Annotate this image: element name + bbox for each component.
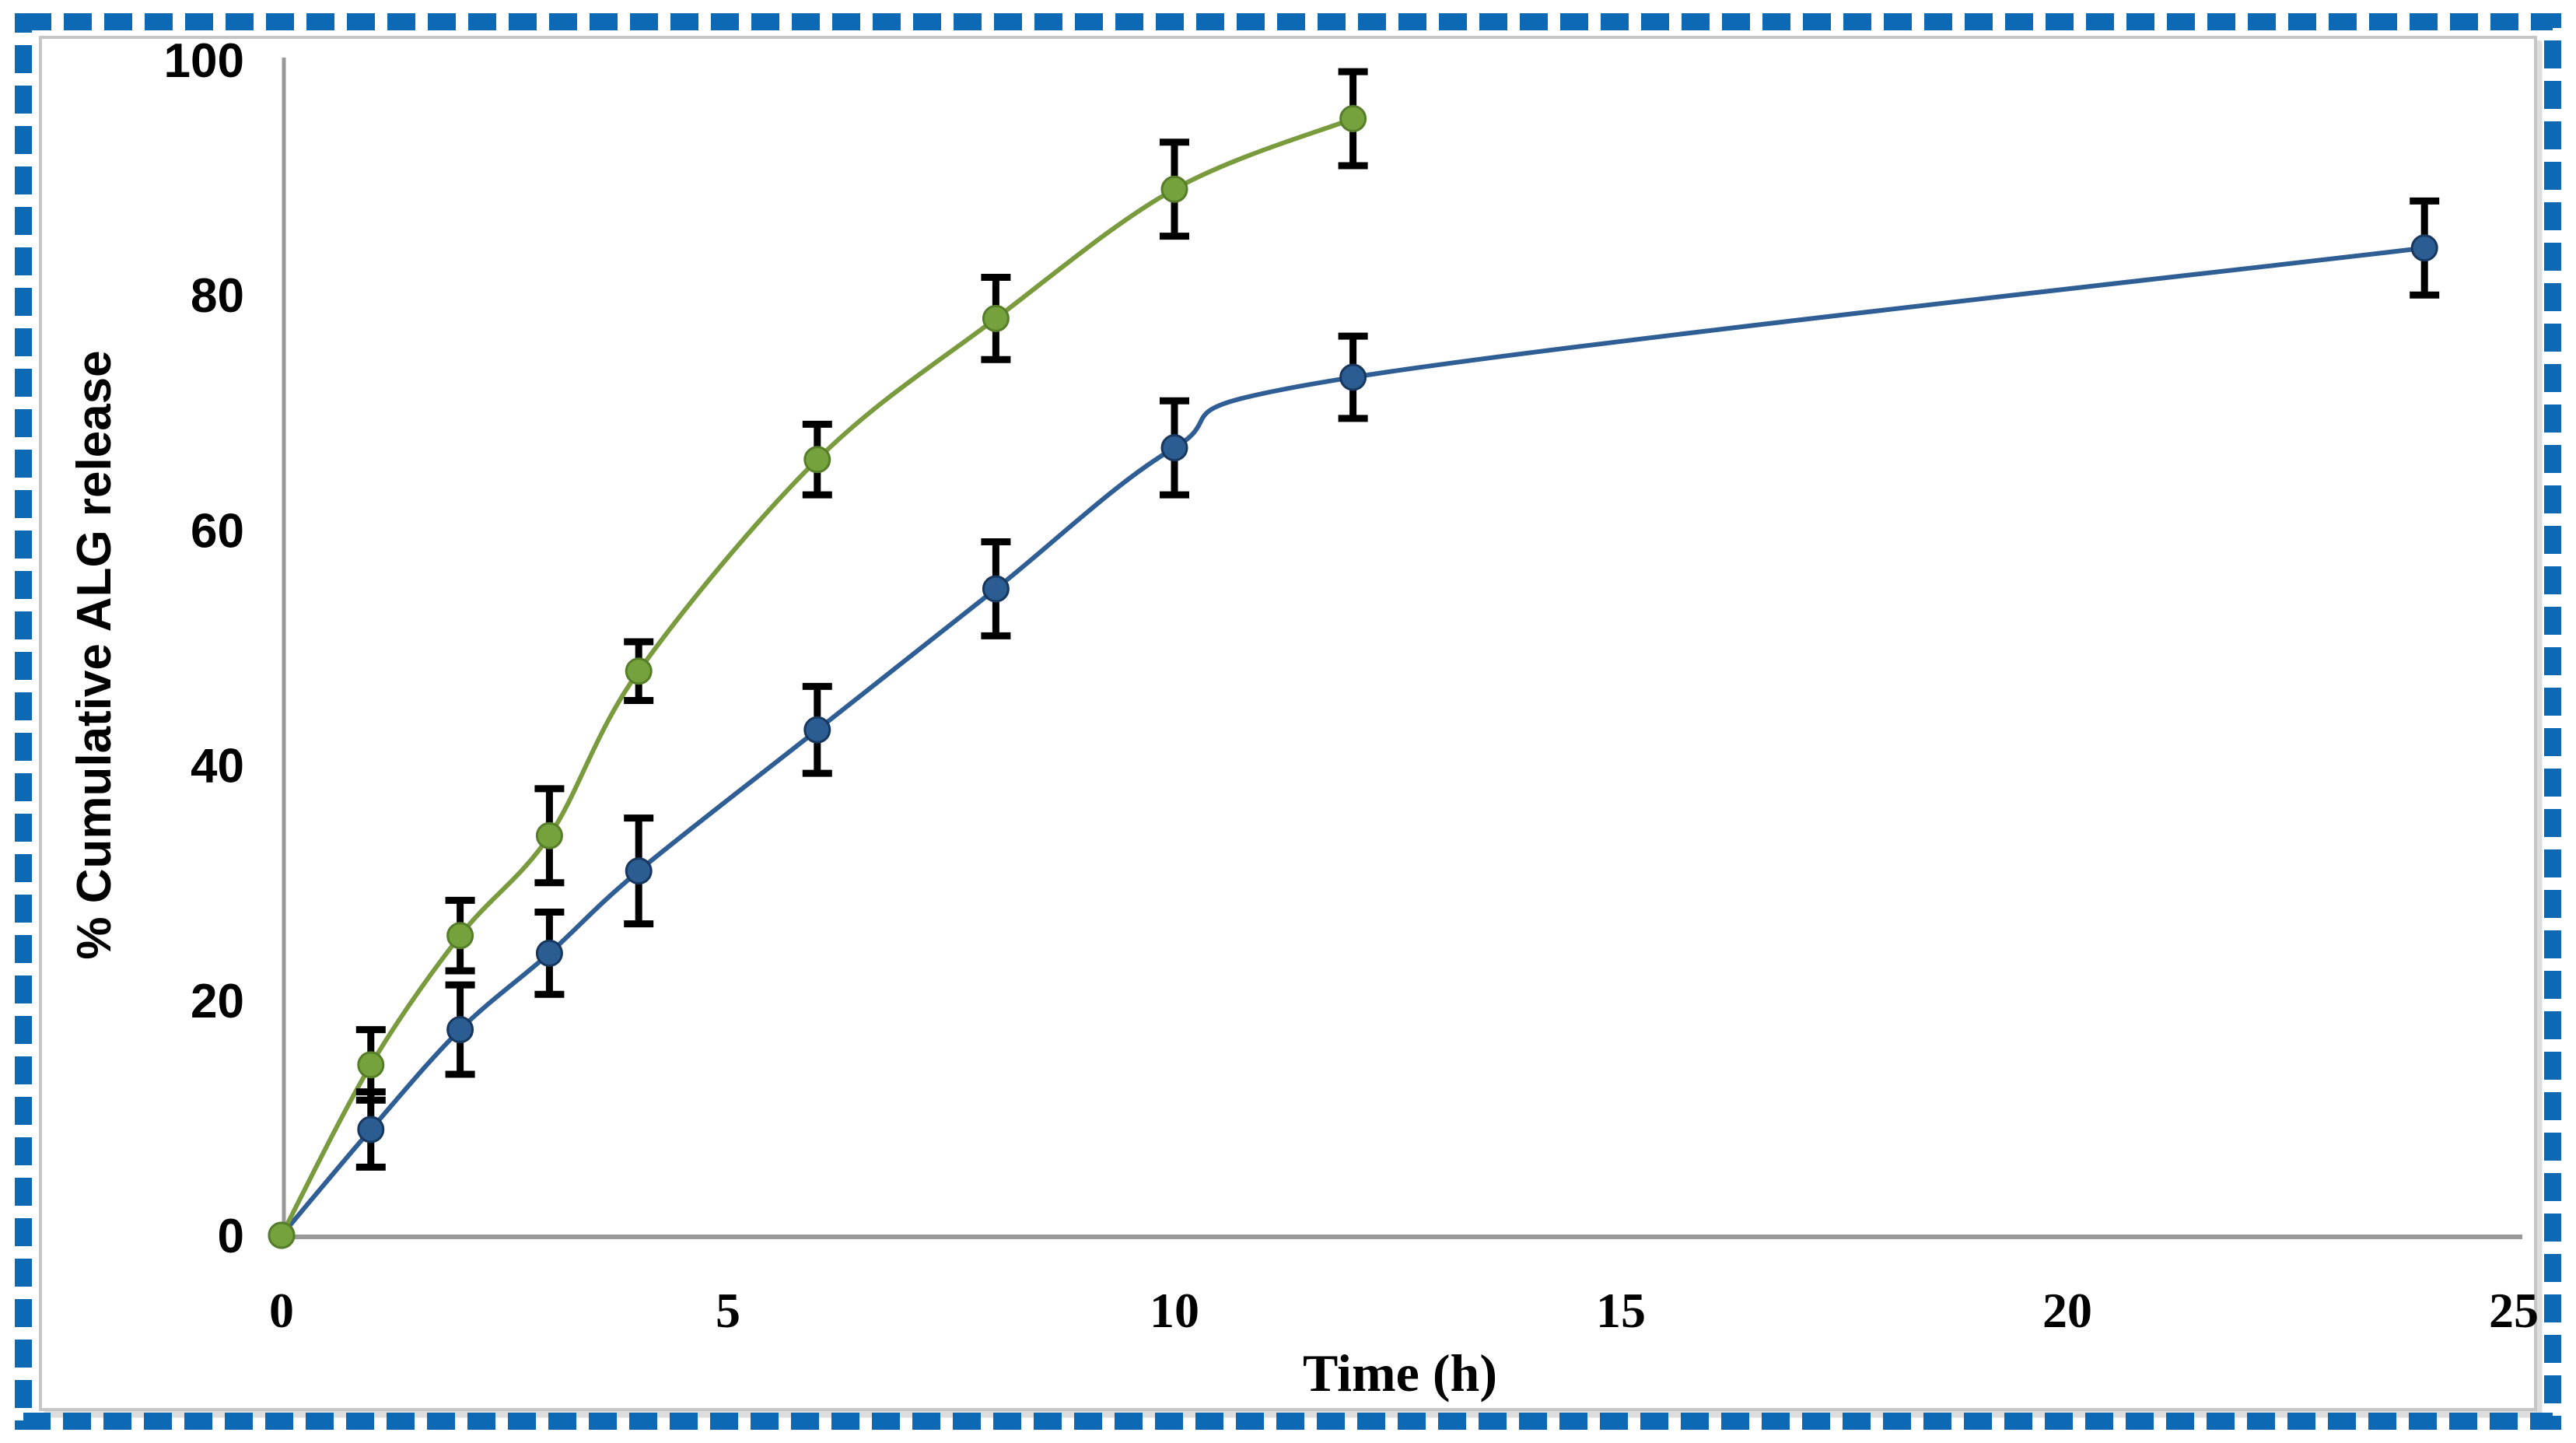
y-tick-label: 20 [191,975,244,1028]
y-tick-label: 0 [218,1210,244,1263]
blue-series-data-point [1339,363,1367,391]
y-axis-title: % Cumulative ALG release [68,350,121,959]
y-tick-label: 80 [191,269,244,323]
x-axis-title: Time (h) [1303,1343,1497,1403]
blue-series-data-point [446,1016,474,1044]
green-series-data-point [1160,175,1188,203]
blue-series-data-point [982,575,1010,603]
green-series-data-point [1339,105,1367,133]
green-series-data-point [803,446,831,474]
blue-series-data-point [535,939,563,967]
blue-series-data-point [357,1116,385,1144]
green-series-data-point [535,821,563,849]
x-tick-label: 5 [716,1283,740,1338]
x-tick-labels: 0 5 10 15 20 25 [269,1283,2539,1338]
inner-frame-border [39,36,2537,1411]
x-tick-label: 20 [2042,1283,2092,1338]
blue-series-data-point [1160,434,1188,462]
blue-series-data-point [803,716,831,744]
green-series-data-point [357,1051,385,1079]
x-tick-label: 15 [1596,1283,1646,1338]
blue-series-data-point [625,857,653,885]
y-tick-label: 60 [191,504,244,558]
green-series-data-point [982,304,1010,332]
green-series-data-point [268,1221,296,1249]
plot-area [268,68,2440,1249]
outer-dashed-border [15,13,2561,1430]
y-tick-label: 40 [191,740,244,793]
x-tick-label: 25 [2489,1283,2539,1338]
y-tick-label: 100 [164,34,244,88]
green-series-data-point [625,657,653,685]
x-tick-label: 0 [269,1283,294,1338]
green-series-data-point [446,922,474,950]
x-tick-label: 10 [1150,1283,1199,1338]
blue-series-data-point [2410,234,2438,262]
green-series-line [279,116,1356,1238]
y-tick-labels: 0 20 40 60 80 100 [164,34,244,1263]
